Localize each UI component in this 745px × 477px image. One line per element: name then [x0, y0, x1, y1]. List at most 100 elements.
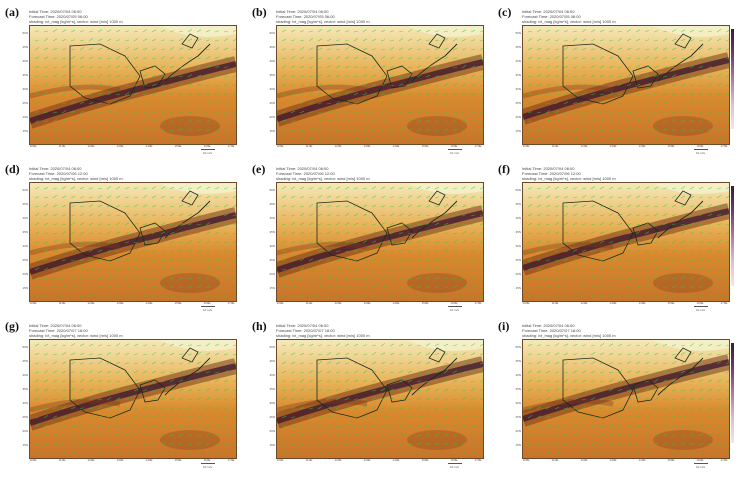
y-tick-label: 35N [515, 73, 521, 77]
y-axis-ticks: 50N 45N 40N 35N 30N 25N 20N 15N [510, 25, 521, 143]
y-tick-label: 40N [515, 216, 521, 220]
x-tick-label: 160E [696, 301, 704, 305]
x-axis-ticks: 100E 110E 120E 130E 140E 150E 160E 170E [522, 301, 728, 306]
reference-vector-label: 10 m/s [450, 151, 460, 155]
y-tick-label: 25N [269, 415, 275, 419]
y-tick-label: 20N [269, 429, 275, 433]
x-tick-label: 130E [609, 458, 617, 462]
x-tick-label: 100E [522, 144, 530, 148]
forecast-time: Forecast Time: 2020/07/05 06:00 [276, 14, 335, 19]
y-tick-label: 50N [515, 31, 521, 35]
initial-time: Initial Time: 2020/07/04 06:00 [276, 323, 329, 328]
y-tick-label: 45N [22, 202, 28, 206]
y-tick-label: 30N [269, 244, 275, 248]
y-tick-label: 50N [515, 188, 521, 192]
x-tick-label: 100E [29, 458, 37, 462]
y-tick-label: 30N [515, 87, 521, 91]
y-tick-label: 30N [22, 401, 28, 405]
field-description: shading: ivt_mag [kg/m*s], vector: wind … [276, 333, 370, 338]
x-tick-label: 160E [203, 458, 211, 462]
x-tick-label: 170E [720, 458, 728, 462]
y-tick-label: 30N [269, 401, 275, 405]
x-tick-label: 100E [276, 144, 284, 148]
x-tick-label: 140E [145, 301, 153, 305]
y-tick-label: 20N [515, 272, 521, 276]
forecast-time: Forecast Time: 2020/07/05 06:00 [29, 14, 88, 19]
x-tick-label: 120E [580, 144, 588, 148]
field-description: shading: ivt_mag [kg/m*s], vector: wind … [276, 19, 370, 24]
ivt-map-graphic [523, 340, 729, 458]
x-tick-label: 150E [174, 301, 182, 305]
x-tick-label: 110E [305, 144, 313, 148]
x-tick-label: 110E [305, 458, 313, 462]
reference-vector-label: 10 m/s [450, 465, 460, 469]
x-tick-label: 120E [87, 301, 95, 305]
x-axis-ticks: 100E 110E 120E 130E 140E 150E 160E 170E [29, 301, 235, 306]
ivt-map [276, 182, 484, 302]
ivt-map [29, 339, 237, 459]
forecast-time: Forecast Time: 2020/07/05 06:00 [522, 14, 581, 19]
reference-vector: 10 m/s [694, 463, 708, 469]
x-tick-label: 170E [227, 301, 235, 305]
panel: (g) Initial Time: 2020/07/04 06:00 Forecas… [5, 319, 243, 469]
x-tick-label: 170E [227, 144, 235, 148]
x-tick-label: 140E [638, 301, 646, 305]
x-tick-label: 140E [392, 301, 400, 305]
y-tick-label: 45N [269, 202, 275, 206]
reference-vector-label: 10 m/s [696, 151, 706, 155]
x-tick-label: 160E [450, 458, 458, 462]
y-tick-label: 40N [22, 216, 28, 220]
y-tick-label: 20N [269, 272, 275, 276]
initial-time: Initial Time: 2020/07/04 06:00 [29, 323, 82, 328]
reference-vector: 10 m/s [201, 463, 215, 469]
x-tick-label: 120E [334, 301, 342, 305]
field-description: shading: ivt_mag [kg/m*s], vector: wind … [29, 176, 123, 181]
ivt-map [522, 182, 730, 302]
ivt-map [276, 25, 484, 145]
x-tick-label: 110E [551, 458, 559, 462]
ivt-map-graphic [523, 26, 729, 144]
x-tick-label: 110E [58, 144, 66, 148]
y-tick-label: 15N [22, 129, 28, 133]
y-axis-ticks: 50N 45N 40N 35N 30N 25N 20N 15N [264, 25, 275, 143]
x-tick-label: 130E [363, 301, 371, 305]
x-tick-label: 160E [696, 144, 704, 148]
reference-vector: 10 m/s [694, 306, 708, 312]
x-tick-label: 170E [474, 144, 482, 148]
y-tick-label: 45N [515, 359, 521, 363]
y-axis-ticks: 50N 45N 40N 35N 30N 25N 20N 15N [17, 339, 28, 457]
forecast-time: Forecast Time: 2020/07/06 12:00 [276, 171, 335, 176]
x-tick-label: 140E [638, 144, 646, 148]
y-tick-label: 15N [269, 443, 275, 447]
y-tick-label: 40N [269, 373, 275, 377]
y-tick-label: 45N [269, 45, 275, 49]
y-tick-label: 35N [269, 387, 275, 391]
y-tick-label: 45N [515, 45, 521, 49]
reference-vector: 10 m/s [201, 306, 215, 312]
y-tick-label: 50N [22, 31, 28, 35]
x-tick-label: 110E [58, 458, 66, 462]
y-tick-label: 15N [515, 443, 521, 447]
x-tick-label: 150E [421, 301, 429, 305]
x-tick-label: 130E [116, 301, 124, 305]
y-tick-label: 40N [22, 373, 28, 377]
x-tick-label: 150E [174, 458, 182, 462]
forecast-time: Forecast Time: 2020/07/07 18:00 [29, 328, 88, 333]
y-tick-label: 35N [269, 73, 275, 77]
y-axis-ticks: 50N 45N 40N 35N 30N 25N 20N 15N [264, 339, 275, 457]
ivt-map-graphic [30, 26, 236, 144]
x-tick-label: 140E [638, 458, 646, 462]
y-axis-ticks: 50N 45N 40N 35N 30N 25N 20N 15N [17, 25, 28, 143]
y-tick-label: 45N [515, 202, 521, 206]
x-tick-label: 150E [174, 144, 182, 148]
panel-label: (e) [252, 162, 266, 176]
initial-time: Initial Time: 2020/07/04 06:00 [522, 9, 575, 14]
y-tick-label: 20N [22, 272, 28, 276]
x-axis-ticks: 100E 110E 120E 130E 140E 150E 160E 170E [29, 144, 235, 149]
x-axis-ticks: 100E 110E 120E 130E 140E 150E 160E 170E [29, 458, 235, 463]
colorbar [731, 29, 734, 129]
ivt-map-graphic [30, 340, 236, 458]
y-tick-label: 35N [515, 230, 521, 234]
reference-vector-label: 10 m/s [450, 308, 460, 312]
panel-label: (c) [498, 5, 512, 19]
